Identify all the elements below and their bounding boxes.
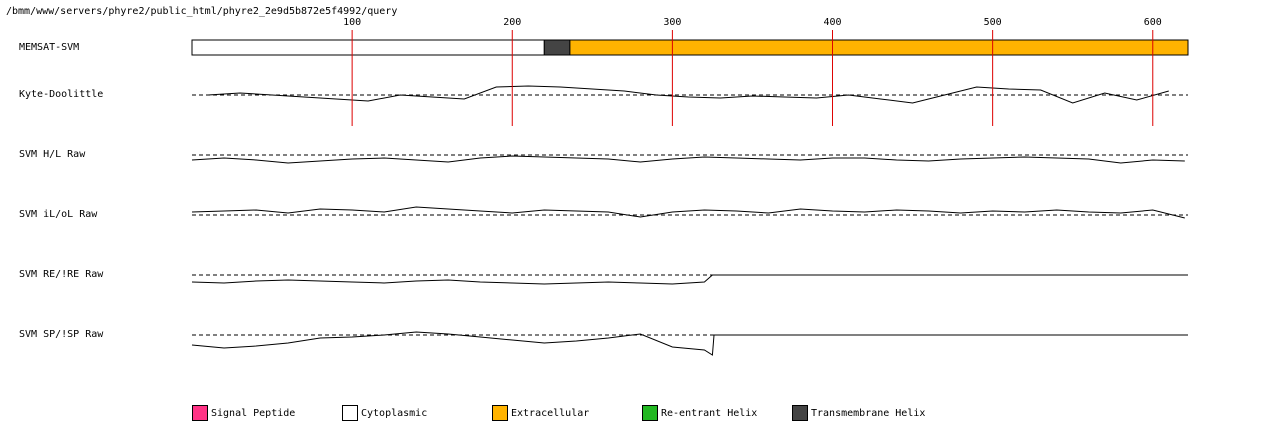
track-label: SVM iL/oL Raw bbox=[19, 209, 98, 220]
track-label: MEMSAT-SVM bbox=[19, 42, 79, 53]
legend-swatch bbox=[642, 405, 658, 421]
legend-swatch bbox=[492, 405, 508, 421]
topology-segment bbox=[569, 39, 1189, 56]
legend-swatch bbox=[342, 405, 358, 421]
track-label: SVM H/L Raw bbox=[19, 149, 86, 160]
trace bbox=[191, 155, 1185, 164]
trace bbox=[191, 274, 1188, 285]
x-tick-label: 200 bbox=[503, 17, 521, 28]
legend-label: Signal Peptide bbox=[211, 408, 295, 419]
x-tick-label: 300 bbox=[663, 17, 681, 28]
x-tick-label: 500 bbox=[984, 17, 1002, 28]
track-label: Kyte-Doolittle bbox=[19, 89, 103, 100]
trace bbox=[191, 206, 1185, 219]
trace bbox=[191, 331, 1188, 356]
legend-label: Transmembrane Helix bbox=[811, 408, 925, 419]
legend-swatch bbox=[792, 405, 808, 421]
chart-title: /bmm/www/servers/phyre2/public_html/phyr… bbox=[6, 6, 397, 17]
trace bbox=[207, 85, 1169, 104]
legend-label: Re-entrant Helix bbox=[661, 408, 757, 419]
topology-segment bbox=[191, 39, 545, 56]
x-tick-label: 400 bbox=[823, 17, 841, 28]
legend-label: Extracellular bbox=[511, 408, 589, 419]
legend-label: Cytoplasmic bbox=[361, 408, 427, 419]
x-tick-label: 600 bbox=[1144, 17, 1162, 28]
track-label: SVM RE/!RE Raw bbox=[19, 269, 104, 280]
topology-segment bbox=[543, 39, 571, 56]
x-tick-label: 100 bbox=[343, 17, 361, 28]
track-label: SVM SP/!SP Raw bbox=[19, 329, 104, 340]
legend-swatch bbox=[192, 405, 208, 421]
